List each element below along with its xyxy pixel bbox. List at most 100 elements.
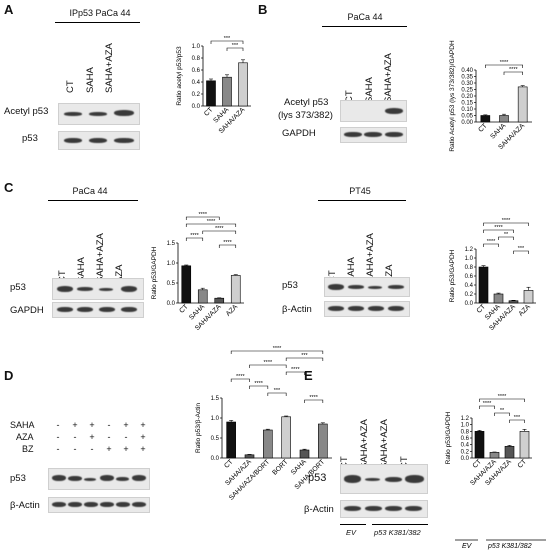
- band: [121, 307, 137, 312]
- band: [388, 285, 404, 289]
- y-tick-label: 0.15: [461, 101, 473, 107]
- chart-e-group-ev: EV: [462, 543, 473, 550]
- bar: [244, 454, 255, 459]
- band: [344, 506, 361, 511]
- band: [385, 108, 403, 114]
- significance-bracket: [226, 47, 244, 51]
- panel-c1-row-gapdh: GAPDH: [10, 305, 44, 316]
- band: [57, 307, 73, 312]
- band: [348, 285, 364, 289]
- chart-b: 0.000.050.100.150.200.250.300.350.40 Rati…: [449, 40, 532, 152]
- band: [100, 475, 114, 481]
- y-tick-label: 0.4: [465, 283, 474, 289]
- y-tick-label: 1.5: [167, 241, 176, 247]
- y-tick-label: 0.00: [461, 120, 473, 126]
- band: [77, 307, 93, 312]
- panel-c1-row-p53: p53: [10, 282, 26, 293]
- panel-e-row-p53: p53: [308, 472, 327, 484]
- band: [328, 306, 344, 311]
- band: [52, 502, 66, 507]
- treatment-sign: +: [106, 444, 112, 454]
- significance-bracket: [285, 371, 305, 375]
- category-label: CT: [476, 303, 487, 314]
- y-tick-label: 0.8: [465, 265, 474, 271]
- bar: [493, 293, 504, 304]
- panel-b-header: PaCa 44: [347, 12, 383, 22]
- bar: [197, 289, 208, 304]
- bar: [206, 80, 216, 107]
- band: [405, 506, 422, 511]
- y-tick-label: 0.4: [461, 443, 470, 449]
- significance-bracket: [185, 237, 204, 241]
- y-axis-label: Ratio p53/GAPDH: [151, 246, 158, 299]
- y-tick-label: 0.35: [461, 75, 473, 81]
- y-tick-label: 0.2: [192, 92, 201, 98]
- band: [57, 286, 73, 292]
- y-tick-label: 0.5: [167, 281, 176, 287]
- panel-c2-row-actin: β-Actin: [282, 304, 312, 315]
- panel-d-blot-actin: [48, 497, 150, 513]
- treatment-sign: -: [73, 444, 77, 454]
- band: [84, 502, 98, 507]
- significance-bracket: [185, 216, 220, 220]
- band: [365, 506, 382, 511]
- band: [132, 502, 146, 507]
- bar: [226, 421, 236, 459]
- band: [388, 306, 404, 311]
- bar: [504, 446, 515, 459]
- significance-bracket: [202, 230, 237, 234]
- band: [365, 478, 380, 481]
- significance-label: ***: [301, 353, 308, 359]
- significance-bracket: [483, 229, 514, 233]
- significance-label: ***: [514, 415, 521, 421]
- bar: [181, 265, 192, 304]
- panel-e-group-k381: p53 K381/382: [374, 528, 421, 537]
- band: [114, 110, 134, 116]
- band: [344, 132, 362, 137]
- significance-label: ****: [223, 240, 232, 246]
- panel-letter-e: E: [304, 368, 313, 383]
- category-label: CT: [517, 458, 528, 469]
- y-tick-label: 0.0: [211, 456, 220, 462]
- significance-bracket: [285, 357, 324, 361]
- significance-bracket: [479, 405, 495, 409]
- panel-c1-header-line: [48, 200, 138, 201]
- panel-c2-row-p53: p53: [282, 280, 298, 291]
- treatment-sign: +: [140, 420, 146, 430]
- band: [77, 287, 93, 291]
- panel-e-k381-line: [372, 524, 428, 525]
- band: [121, 286, 137, 292]
- y-tick-label: 0.2: [461, 449, 470, 455]
- y-tick-label: 1.5: [211, 396, 220, 402]
- treatment-sign: +: [123, 420, 129, 430]
- treatment-sign: +: [123, 444, 129, 454]
- y-tick-label: 0.2: [465, 292, 474, 298]
- significance-label: ****: [264, 360, 273, 366]
- panel-b-row-acetyl-p53: Acetyl p53: [284, 97, 329, 108]
- y-axis-label: Ratio p53/GAPDH: [445, 411, 452, 464]
- panel-e-ev-line: [340, 524, 366, 525]
- significance-bracket: [218, 244, 237, 248]
- y-tick-label: 1.0: [461, 423, 470, 429]
- y-tick-label: 0.25: [461, 88, 473, 94]
- significance-label: ****: [254, 381, 263, 387]
- panel-a-row-p53: p53: [22, 133, 38, 144]
- y-tick-label: 0.0: [192, 104, 201, 110]
- chart-e-group-k381: p53 K381/382: [487, 543, 532, 550]
- panel-d-treatment-bz: BZ: [22, 444, 34, 454]
- y-tick-label: 0.6: [461, 436, 470, 442]
- band: [89, 138, 107, 143]
- significance-label: ****: [273, 346, 282, 352]
- y-tick-label: 1.2: [465, 247, 474, 253]
- significance-bracket: [230, 378, 250, 382]
- significance-bracket: [483, 222, 529, 226]
- significance-label: ****: [236, 374, 245, 380]
- band: [385, 506, 402, 511]
- treatment-sign: -: [107, 432, 111, 442]
- treatment-sign: +: [72, 420, 78, 430]
- band: [100, 502, 114, 507]
